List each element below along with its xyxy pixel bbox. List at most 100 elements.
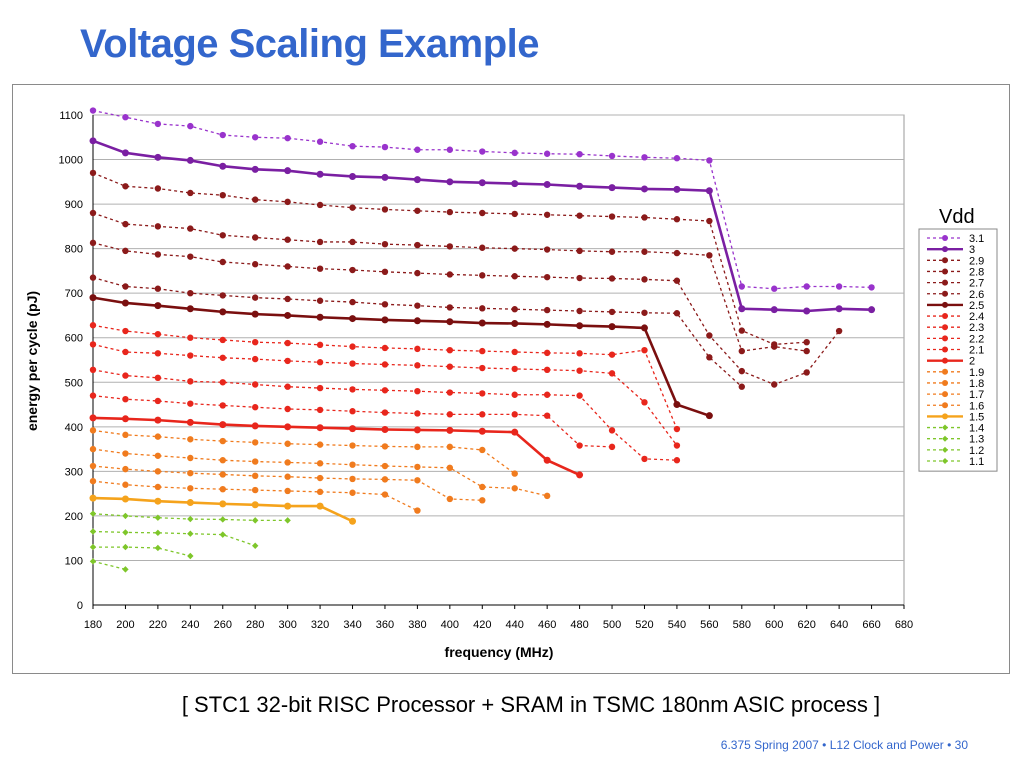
data-point (738, 367, 745, 375)
data-point (543, 391, 551, 398)
legend-label: 2.8 (969, 266, 984, 278)
data-point (122, 566, 129, 573)
y-tick-label: 1100 (59, 110, 83, 122)
data-point (511, 391, 518, 398)
data-point (349, 204, 356, 211)
data-point (122, 481, 129, 488)
legend-label: 2.6 (969, 289, 984, 301)
data-point (316, 238, 324, 246)
data-point (942, 279, 948, 286)
data-point (381, 344, 389, 352)
series-1-2 (89, 543, 194, 560)
data-point (349, 172, 357, 180)
legend-label: 3.1 (969, 233, 984, 245)
data-point (284, 502, 292, 510)
legend-entry: 1.4 (927, 423, 984, 435)
data-point (576, 274, 583, 282)
series-line (92, 109, 872, 290)
data-point (316, 341, 324, 349)
data-point (154, 514, 162, 521)
data-point (942, 391, 948, 398)
data-point (252, 134, 259, 141)
legend-entry: 3 (927, 244, 975, 256)
data-point (608, 427, 616, 434)
legend-label: 2.4 (969, 311, 984, 323)
legend: 3.132.92.82.72.62.52.42.32.22.121.91.81.… (918, 228, 998, 472)
data-point (942, 402, 948, 409)
data-point (349, 475, 356, 483)
series-line (92, 560, 126, 570)
data-point (641, 154, 648, 161)
data-point (576, 471, 584, 479)
series-line (92, 530, 256, 547)
data-point (89, 341, 97, 348)
data-point (641, 248, 648, 255)
data-point (479, 483, 486, 491)
legend-entry: 1.1 (927, 456, 984, 468)
data-point (381, 387, 389, 394)
x-tick-label: 300 (278, 619, 296, 631)
data-point (511, 210, 518, 218)
data-point (316, 359, 324, 366)
data-point (446, 208, 454, 216)
legend-entry: 3.1 (927, 233, 984, 245)
legend-entry: 1.8 (927, 378, 984, 390)
data-point (89, 462, 97, 470)
data-point (349, 461, 356, 468)
data-point (511, 411, 518, 418)
data-point (122, 529, 129, 536)
data-point (942, 235, 948, 241)
data-point (154, 497, 162, 505)
data-point (122, 247, 129, 255)
data-point (738, 305, 746, 313)
data-point (942, 424, 948, 431)
data-point (803, 369, 810, 376)
data-point (89, 169, 97, 177)
data-point (122, 543, 129, 551)
data-point (284, 295, 291, 303)
legend-entry: 1.9 (927, 367, 984, 379)
data-point (414, 507, 421, 514)
x-tick-label: 360 (376, 619, 394, 631)
data-point (446, 411, 454, 418)
data-point (706, 217, 713, 225)
series-2-5 (89, 294, 713, 420)
series-line (93, 546, 191, 557)
legend-entry: 2.7 (927, 278, 984, 290)
data-point (381, 476, 389, 483)
data-point (543, 320, 551, 328)
data-point (511, 245, 518, 252)
data-point (478, 427, 486, 435)
data-point (316, 488, 324, 496)
legend-entry: 1.2 (927, 445, 984, 457)
data-point (414, 345, 421, 353)
data-point (154, 251, 162, 258)
data-point (284, 405, 291, 413)
data-point (803, 283, 810, 290)
data-point (349, 266, 356, 274)
data-point (381, 301, 389, 308)
data-point (186, 499, 194, 507)
data-point (673, 185, 681, 193)
data-point (186, 305, 194, 313)
data-point (219, 232, 226, 239)
chart-caption: [ STC1 32-bit RISC Processor + SRAM in T… (181, 692, 881, 717)
data-point (479, 148, 486, 155)
data-point (349, 386, 356, 393)
x-tick-label: 440 (506, 619, 524, 631)
data-point (219, 485, 226, 493)
legend-label: 2.5 (969, 300, 984, 312)
data-point (673, 442, 681, 449)
data-point (316, 201, 324, 209)
data-point (219, 437, 226, 445)
data-point (219, 292, 226, 299)
chart-frame: 0 100 200 300 400 500 600 700 800 900 1000 1100 180 2… (12, 84, 1010, 674)
data-point (187, 469, 194, 477)
data-point (121, 495, 129, 503)
legend-entry: 2.8 (927, 266, 984, 278)
data-point (187, 122, 194, 130)
data-point (479, 244, 486, 251)
data-point (673, 401, 681, 409)
data-point (942, 301, 948, 308)
data-point (770, 306, 778, 314)
